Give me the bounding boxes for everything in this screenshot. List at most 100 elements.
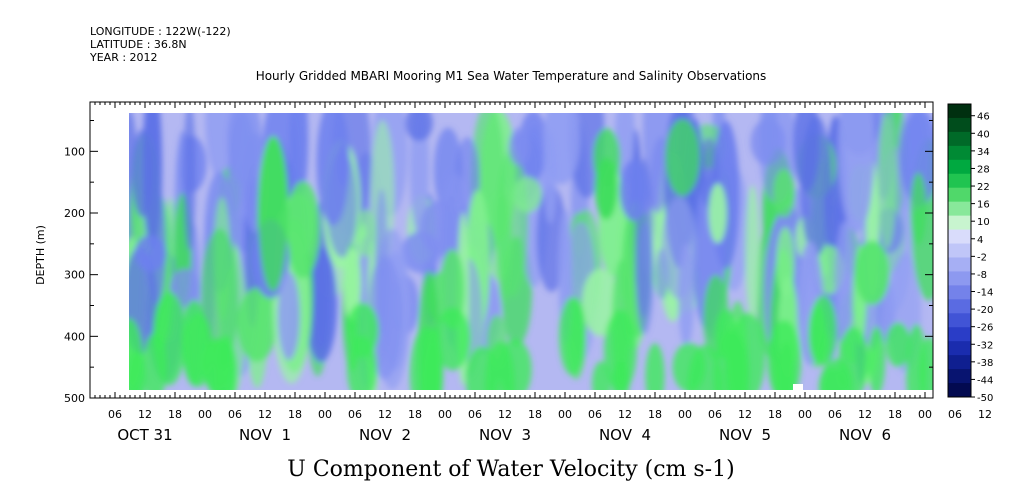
heatmap-cell [305,247,337,363]
heatmap-cell [687,344,724,390]
colorbar-swatch [948,145,971,161]
colorbar-label: 4 [977,235,983,246]
heatmap-cell [604,309,637,390]
heatmap-cell [519,113,548,181]
x-axis-label: U Component of Water Velocity (cm s-1) [287,457,734,482]
x-day-label: NOV 5 [719,426,771,444]
heatmap-cell [543,131,557,224]
x-axis-day-labels: OCT 31 NOV 1 NOV 2 NOV 3 NOV 4 NOV 5 NOV 6 [117,426,891,444]
heatmap-cell [800,115,832,257]
heatmap-cell [778,341,795,390]
x-hour-tick-label: 00 [318,408,332,421]
colorbar-label: 16 [977,200,990,211]
colorbar-swatch [948,341,971,356]
y-tick-label: 500 [64,392,85,405]
colorbar-swatch [948,229,971,245]
colorbar-label: 40 [977,129,990,140]
x-hour-tick-label: 06 [468,408,482,421]
x-axis-ticks [89,102,926,398]
colorbar-swatch [948,243,971,258]
colorbar-swatch [948,313,971,328]
heatmap-cell [496,194,511,303]
colorbar-swatch [948,383,971,398]
heatmap-cell [367,255,403,380]
x-hour-tick-label: 12 [618,408,632,421]
y-tick-label: 300 [64,269,85,282]
plot-frame [89,101,934,399]
heatmap-cell [900,113,933,206]
heatmap-cell [152,291,186,386]
heatmap-cell [759,113,778,161]
colorbar-label: -32 [977,340,993,351]
latitude-label: LATITUDE : 36.8N [90,38,187,51]
heatmap-cell [289,113,309,203]
x-hour-tick-label: 00 [918,408,932,421]
missing-data-cell [793,384,803,390]
colorbar-swatch [948,215,971,231]
colorbar-label: -38 [977,358,993,369]
colorbar-label: -14 [977,288,993,299]
heatmap-cell [595,157,618,220]
y-axis-label: DEPTH (m) [34,225,47,285]
heatmap-cell [838,113,875,233]
colorbar-swatch [948,173,971,189]
x-hour-tick-label: 12 [138,408,152,421]
heatmap-cell [661,196,697,300]
x-hour-tick-label: 00 [798,408,812,421]
heatmap-cell [316,113,350,226]
x-day-label: OCT 31 [117,426,172,444]
heatmap-cell [665,118,700,196]
colorbar-label: -50 [977,393,993,404]
heatmap-cell [808,304,827,364]
heatmap-cell [877,113,897,250]
heatmap-cell [337,142,350,187]
heatmap-cell [854,240,890,305]
x-hour-tick-label: 12 [738,408,752,421]
x-hour-tick-label: 06 [708,408,722,421]
heatmap-cell [285,181,321,279]
colorbar-swatch [948,355,971,370]
x-hour-tick-label: 12 [858,408,872,421]
x-hour-tick-label: 18 [168,408,182,421]
x-hour-tick-label: 18 [408,408,422,421]
x-hour-tick-label: 00 [558,408,572,421]
heatmap-cell [355,209,377,257]
colorbar-frame [947,103,972,398]
chart-title: Hourly Gridded MBARI Mooring M1 Sea Wate… [256,69,767,83]
y-axis-tick-labels: 100 200 300 400 500 [64,145,85,405]
y-tick-label: 200 [64,207,85,220]
colorbar-swatch [948,285,971,300]
heatmap-cell [237,287,277,362]
colorbar-label: -8 [977,270,987,281]
heatmap-cell [910,172,927,245]
heatmap-cell [559,297,586,376]
heatmap-field [129,113,933,390]
x-axis-hour-labels: 06 12 18 00 06 12 18 00 06 12 18 00 06 12 18 00 06 12 18 00… [108,408,1009,421]
colorbar [948,104,971,398]
colorbar-labels: 46 40 34 28 22 16 10 4 -2 -8 -14 -20 -26 -32 -38 -44 -50 [971,112,993,404]
heatmap-cell [776,227,795,298]
heatmap-cell [867,326,886,390]
heatmap-cell [619,159,649,221]
heatmap-cell [183,312,213,388]
colorbar-swatch [948,201,971,217]
colorbar-swatch [948,299,971,314]
colorbar-swatch [948,257,971,272]
colorbar-swatch [948,104,971,119]
x-hour-tick-label: 06 [588,408,602,421]
heatmap-cell [708,183,727,244]
heatmap-cell [258,137,288,292]
heatmap-cell [129,318,144,390]
heatmap-cell [834,221,854,344]
heatmap-cell [745,185,760,323]
heatmap-cell [513,176,542,213]
x-hour-tick-label: 18 [888,408,902,421]
x-hour-tick-label: 06 [948,408,962,421]
heatmap-cell [582,268,619,336]
heatmap-cell [645,343,665,390]
x-day-label: NOV 3 [479,426,531,444]
y-tick-label: 100 [64,145,85,158]
heatmap-cell [508,127,530,166]
colorbar-swatch [948,117,971,133]
